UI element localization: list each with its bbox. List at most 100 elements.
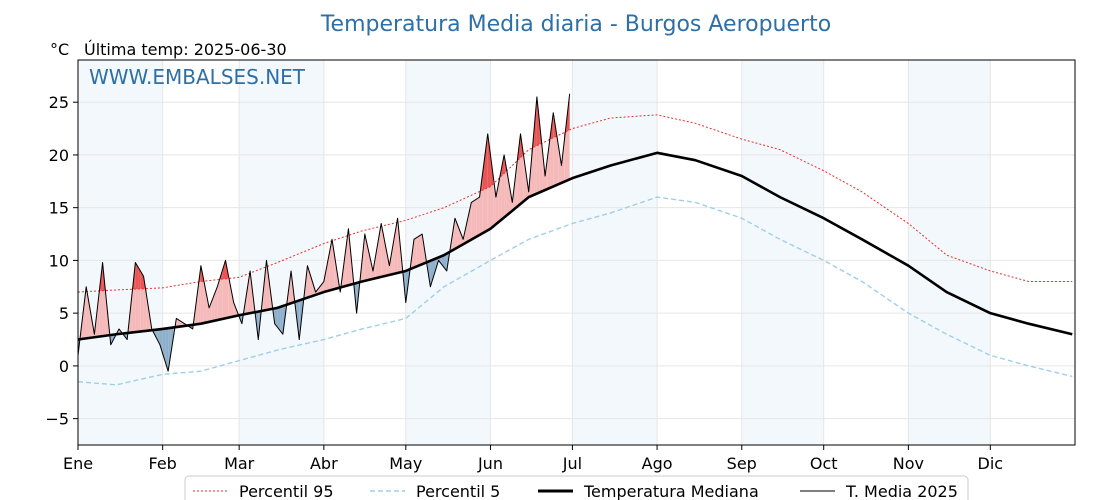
legend-label-p95: Percentil 95 bbox=[239, 482, 334, 500]
warm-anomaly-fill bbox=[83, 286, 87, 339]
warm-anomaly-fill bbox=[310, 274, 313, 297]
warm-anomaly-fill bbox=[342, 249, 346, 287]
warm-anomaly-fill bbox=[506, 170, 510, 216]
month-bands bbox=[78, 60, 991, 445]
x-tick-label: May bbox=[389, 454, 422, 473]
cold-anomaly-fill bbox=[277, 306, 281, 331]
last-temp-label: Última temp: 2025-06-30 bbox=[84, 40, 287, 59]
warm-anomaly-fill bbox=[454, 218, 458, 249]
cold-anomaly-fill bbox=[159, 328, 163, 354]
series-line-3 bbox=[77, 93, 571, 372]
warm-anomaly-fill bbox=[375, 239, 379, 279]
warm-anomaly-fill bbox=[195, 286, 199, 325]
warm-anomaly-fill bbox=[211, 293, 215, 322]
y-tick-label: 15 bbox=[49, 199, 69, 218]
x-tick-label: Sep bbox=[727, 454, 757, 473]
warm-anomaly-fill bbox=[495, 183, 499, 225]
extreme-warm-fill bbox=[222, 260, 226, 280]
warm-anomaly-fill bbox=[452, 218, 455, 251]
unit-label: °C bbox=[50, 40, 69, 59]
extreme-warm-fill bbox=[135, 262, 139, 290]
warm-anomaly-fill bbox=[381, 223, 384, 277]
chart-title: Temperatura Media diaria - Burgos Aeropu… bbox=[320, 12, 831, 37]
y-tick-label: 10 bbox=[49, 251, 69, 270]
warm-anomaly-fill bbox=[176, 318, 180, 328]
y-tick-label: 25 bbox=[49, 93, 69, 112]
warm-anomaly-fill bbox=[419, 234, 423, 266]
warm-anomaly-fill bbox=[367, 246, 371, 281]
warm-anomaly-fill bbox=[416, 235, 420, 267]
warm-anomaly-fill bbox=[392, 234, 395, 275]
warm-anomaly-fill bbox=[471, 200, 475, 240]
warm-anomaly-fill bbox=[233, 302, 237, 317]
warm-anomaly-fill bbox=[326, 253, 330, 292]
warm-anomaly-fill bbox=[214, 286, 218, 321]
warm-anomaly-fill bbox=[247, 270, 251, 314]
legend-box bbox=[184, 475, 969, 500]
x-ticks: Ene Feb Mar Abr May Jun Jul Ago Sep Oct Nov Dic bbox=[63, 445, 1003, 473]
warm-anomaly-fill bbox=[498, 168, 502, 222]
lines bbox=[77, 93, 1073, 386]
cold-anomaly-fill bbox=[274, 307, 278, 328]
x-tick-label: Ago bbox=[642, 454, 673, 473]
cold-anomaly-fill bbox=[280, 306, 283, 335]
warm-anomaly-fill bbox=[362, 234, 365, 282]
cold-anomaly-fill bbox=[433, 258, 436, 278]
plot-frame bbox=[77, 59, 1076, 446]
legend: Percentil 95 Percentil 5 Temperatura Med… bbox=[184, 475, 969, 500]
month-band bbox=[741, 60, 824, 445]
warm-anomaly-fill bbox=[479, 176, 483, 235]
warm-anomaly-fill bbox=[547, 133, 551, 189]
warm-anomaly-fill bbox=[334, 256, 338, 290]
warm-anomaly-fill bbox=[332, 239, 335, 290]
warm-anomaly-fill bbox=[397, 218, 401, 273]
warm-anomaly-fill bbox=[209, 300, 212, 322]
warm-anomaly-fill bbox=[493, 176, 496, 227]
extreme-warm-fill bbox=[484, 133, 488, 190]
cold-anomaly-fill bbox=[157, 329, 160, 345]
series-line-2 bbox=[77, 151, 1073, 341]
warm-anomaly-fill bbox=[523, 153, 526, 202]
x-tick-label: Mar bbox=[224, 454, 255, 473]
warm-anomaly-fill bbox=[413, 237, 417, 268]
cold-anomaly-fill bbox=[444, 253, 447, 271]
month-band bbox=[572, 60, 658, 445]
warm-anomaly-fill bbox=[250, 270, 253, 314]
warm-anomaly-fill bbox=[558, 147, 562, 185]
warm-anomaly-fill bbox=[383, 237, 387, 277]
x-tick-label: Nov bbox=[893, 454, 924, 473]
x-tick-label: Dic bbox=[978, 454, 1004, 473]
warm-anomaly-fill bbox=[515, 156, 518, 209]
legend-label-2025: T. Media 2025 bbox=[845, 482, 958, 500]
warm-anomaly-fill bbox=[217, 277, 221, 321]
x-tick-label: Jun bbox=[477, 454, 503, 473]
extreme-warm-fill bbox=[138, 267, 141, 289]
y-ticks: −5 0 5 10 15 20 25 bbox=[45, 93, 78, 429]
warm-anomaly-fill bbox=[323, 267, 327, 293]
extreme-warm-fill bbox=[536, 96, 540, 146]
legend-label-p5: Percentil 5 bbox=[416, 482, 500, 500]
month-band bbox=[78, 60, 163, 445]
warm-anomaly-fill bbox=[88, 302, 92, 339]
legend-label-median: Temperatura Mediana bbox=[583, 482, 759, 500]
warm-anomaly-fill bbox=[460, 232, 464, 246]
x-tick-label: Ene bbox=[63, 454, 93, 473]
x-tick-label: Feb bbox=[149, 454, 177, 473]
x-tick-label: Oct bbox=[810, 454, 838, 473]
warm-anomaly-fill bbox=[345, 228, 349, 287]
warm-anomaly-fill bbox=[465, 214, 469, 243]
warm-anomaly-fill bbox=[476, 197, 480, 237]
warm-anomaly-fill bbox=[146, 293, 150, 331]
cold-anomaly-fill bbox=[162, 328, 166, 363]
cold-anomaly-fill bbox=[168, 327, 171, 372]
y-tick-label: −5 bbox=[45, 410, 69, 429]
cold-anomaly-fill bbox=[154, 329, 158, 340]
warm-anomaly-fill bbox=[220, 269, 223, 320]
y-tick-label: 0 bbox=[59, 357, 69, 376]
cold-anomaly-fill bbox=[165, 328, 169, 372]
warm-anomaly-fill bbox=[230, 288, 234, 318]
warm-anomaly-fill bbox=[364, 234, 368, 281]
warm-anomaly-fill bbox=[97, 286, 100, 337]
month-band bbox=[239, 60, 324, 445]
